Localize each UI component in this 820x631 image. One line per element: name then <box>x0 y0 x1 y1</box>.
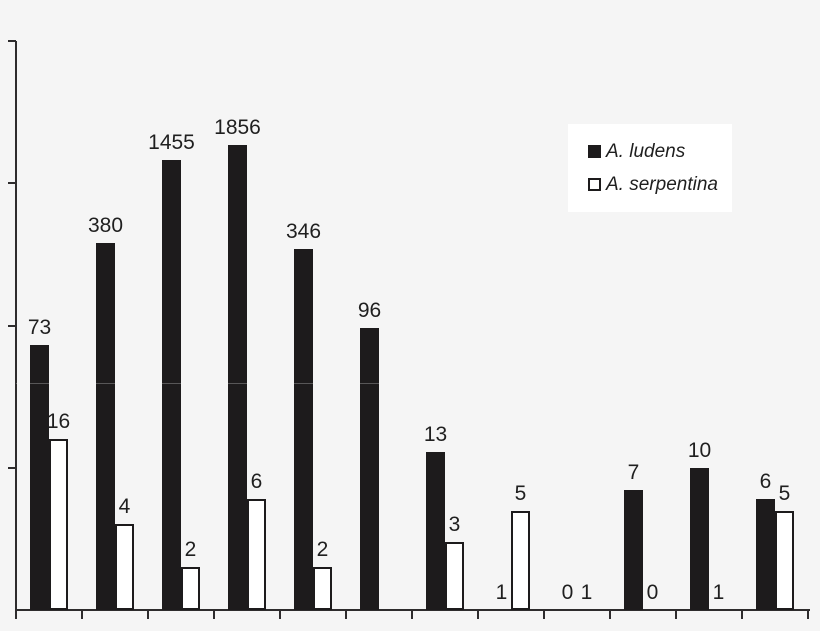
y-axis-tick <box>8 325 16 327</box>
legend-label-a-serpentina: A. serpentina <box>606 174 718 195</box>
value-label-a-ludens: 1 <box>495 581 508 604</box>
y-axis-tick <box>8 182 16 184</box>
bar-a-ludens <box>30 345 49 610</box>
value-label-a-ludens: 6 <box>759 470 772 493</box>
x-axis-tick <box>675 609 677 619</box>
legend-item-a-serpentina: A. serpentina <box>588 175 732 194</box>
value-label-a-ludens: 0 <box>561 581 574 604</box>
value-label-a-serpentina: 1 <box>580 581 593 604</box>
bar-a-ludens <box>690 468 709 610</box>
value-label-a-serpentina: 0 <box>646 581 659 604</box>
bar-a-ludens <box>162 160 181 610</box>
bar-a-ludens <box>294 249 313 610</box>
bar-a-serpentina <box>115 524 134 610</box>
value-label-a-serpentina: 5 <box>778 482 791 505</box>
value-label-a-serpentina: 1 <box>712 581 725 604</box>
value-label-a-ludens: 7 <box>627 461 640 484</box>
value-label-a-ludens: 13 <box>423 423 448 446</box>
value-label-a-ludens: 1455 <box>148 131 195 154</box>
bar-a-ludens <box>228 145 247 610</box>
x-axis-tick <box>807 609 809 619</box>
value-label-a-serpentina: 6 <box>250 470 263 493</box>
x-axis-tick <box>81 609 83 619</box>
bar-a-ludens <box>96 243 115 610</box>
value-label-a-ludens: 73 <box>27 316 52 339</box>
x-axis-tick <box>279 609 281 619</box>
x-axis-tick <box>345 609 347 619</box>
bar-a-ludens <box>624 490 643 610</box>
value-label-a-serpentina: 2 <box>184 538 197 561</box>
y-axis-tick <box>8 40 16 42</box>
bar-a-ludens <box>360 328 379 610</box>
open-square-icon <box>588 178 601 191</box>
bar-a-ludens <box>756 499 775 610</box>
bar-a-serpentina <box>313 567 332 610</box>
x-axis-tick <box>411 609 413 619</box>
filled-square-icon <box>588 145 601 158</box>
value-label-a-ludens: 1856 <box>214 116 261 139</box>
legend-label-a-ludens: A. ludens <box>606 141 686 162</box>
bar-a-ludens <box>426 452 445 610</box>
bar-a-serpentina <box>511 511 530 610</box>
value-label-a-serpentina: 16 <box>46 410 71 433</box>
x-axis-tick <box>213 609 215 619</box>
value-label-a-serpentina: 2 <box>316 538 329 561</box>
x-axis-tick <box>741 609 743 619</box>
value-label-a-ludens: 96 <box>357 299 382 322</box>
x-axis-tick <box>609 609 611 619</box>
bar-a-serpentina <box>181 567 200 610</box>
image-seam-artifact <box>16 383 795 384</box>
value-label-a-ludens: 380 <box>87 214 124 237</box>
value-label-a-ludens: 346 <box>285 220 322 243</box>
x-axis-tick <box>477 609 479 619</box>
x-axis-tick <box>15 609 17 619</box>
legend: A. ludens A. serpentina <box>568 124 732 212</box>
legend-item-a-ludens: A. ludens <box>588 142 732 161</box>
value-label-a-serpentina: 5 <box>514 482 527 505</box>
value-label-a-serpentina: 3 <box>448 513 461 536</box>
value-label-a-ludens: 10 <box>687 439 712 462</box>
bar-a-serpentina <box>247 499 266 610</box>
bar-a-serpentina <box>49 439 68 610</box>
x-axis-tick <box>147 609 149 619</box>
y-axis <box>15 41 17 611</box>
value-label-a-serpentina: 4 <box>118 495 131 518</box>
bar-a-serpentina <box>775 511 794 610</box>
x-axis-tick <box>543 609 545 619</box>
y-axis-tick <box>8 467 16 469</box>
bar-a-serpentina <box>445 542 464 610</box>
